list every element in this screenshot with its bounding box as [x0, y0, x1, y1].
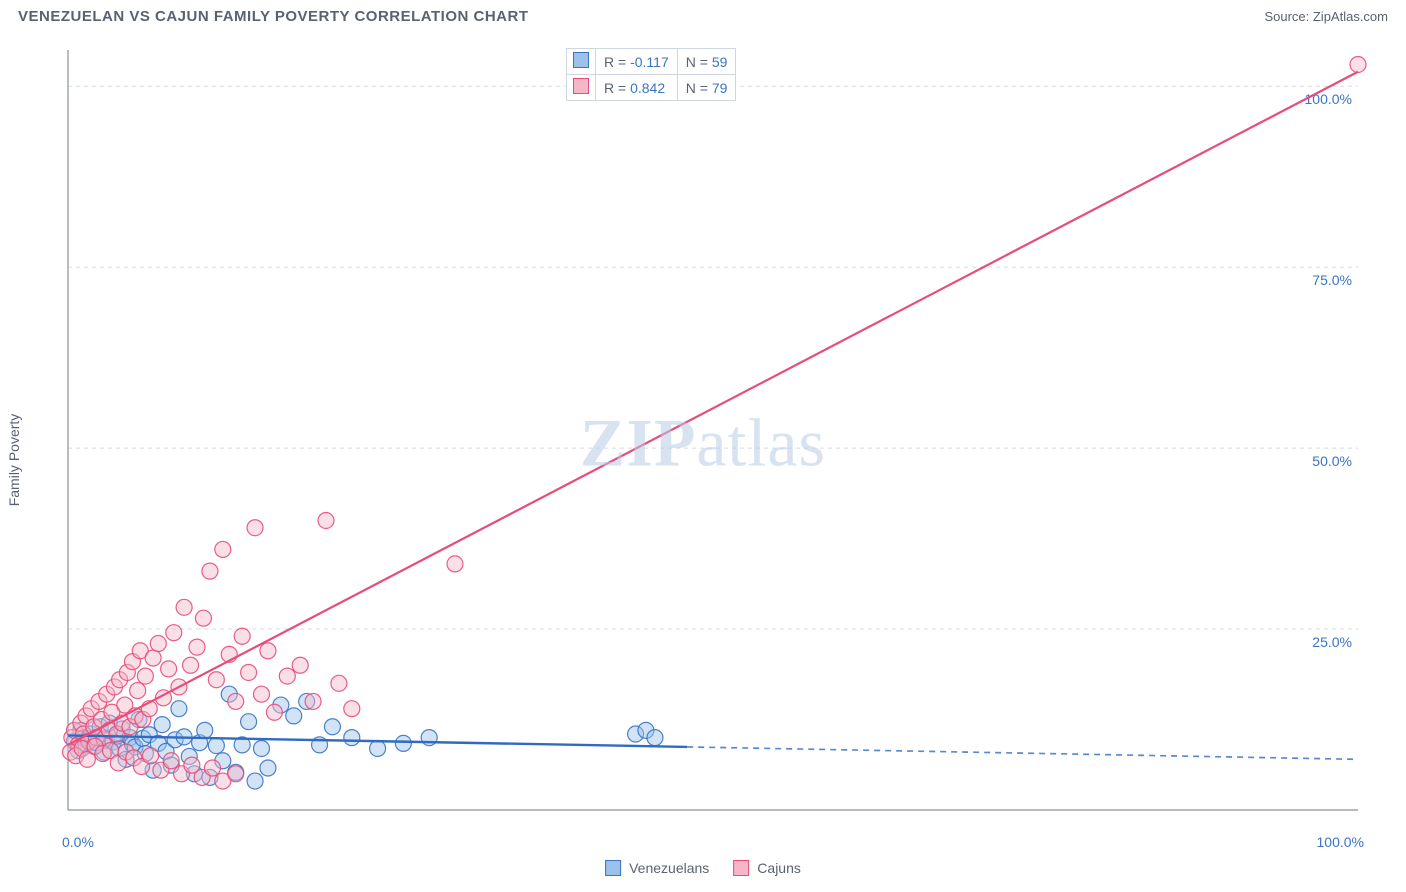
chart-title: VENEZUELAN VS CAJUN FAMILY POVERTY CORRE… [18, 8, 529, 25]
svg-text:50.0%: 50.0% [1312, 453, 1352, 469]
legend-swatch [733, 860, 749, 876]
source-link[interactable]: ZipAtlas.com [1313, 9, 1388, 24]
scatter-chart: 25.0% 50.0% 75.0% 100.0% [18, 40, 1388, 880]
svg-text:75.0%: 75.0% [1312, 272, 1352, 288]
chart-header: VENEZUELAN VS CAJUN FAMILY POVERTY CORRE… [0, 0, 1406, 31]
svg-text:25.0%: 25.0% [1312, 634, 1352, 650]
chart-source: Source: ZipAtlas.com [1264, 9, 1388, 24]
x-tick-label: 0.0% [62, 834, 94, 850]
x-tick-label: 100.0% [1317, 834, 1364, 850]
legend-row: R = 0.842N = 79 [567, 75, 736, 101]
legend-item: Cajuns [733, 860, 801, 876]
legend-swatch [573, 52, 589, 68]
series-legend: Venezuelans Cajuns [605, 860, 801, 876]
x-axis-labels: 0.0% 100.0% [18, 834, 1388, 854]
svg-text:100.0%: 100.0% [1305, 91, 1352, 107]
legend-swatch [605, 860, 621, 876]
legend-item: Venezuelans [605, 860, 709, 876]
legend-swatch [573, 78, 589, 94]
legend-row: R = -0.117N = 59 [567, 49, 736, 75]
chart-area: Family Poverty ZIPatlas 25.0%50.0%75.0%1… [18, 40, 1388, 880]
correlation-legend: R = -0.117N = 59R = 0.842N = 79 [566, 48, 736, 101]
y-axis-label: Family Poverty [6, 414, 22, 507]
